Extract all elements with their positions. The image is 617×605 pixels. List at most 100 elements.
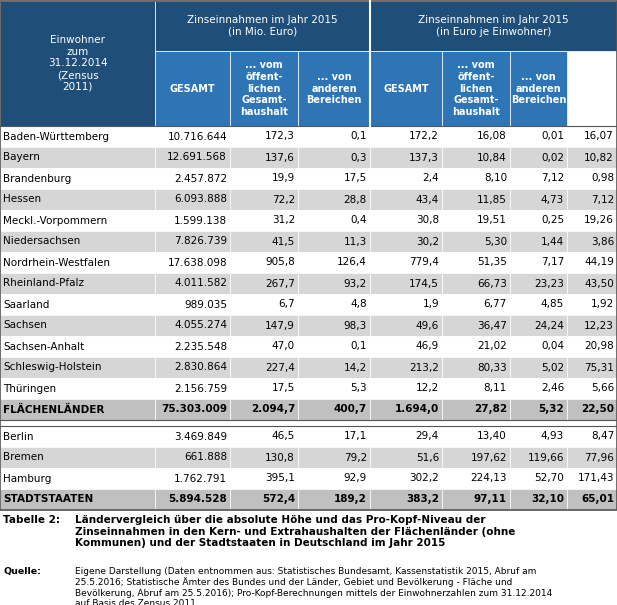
Text: 5,02: 5,02 bbox=[541, 362, 564, 373]
Bar bbox=[298, 336, 370, 357]
Text: 905,8: 905,8 bbox=[265, 258, 295, 267]
Text: 75,31: 75,31 bbox=[584, 362, 614, 373]
Text: 20,98: 20,98 bbox=[584, 341, 614, 352]
Text: 189,2: 189,2 bbox=[334, 494, 367, 505]
Bar bbox=[298, 426, 370, 447]
Text: 7.826.739: 7.826.739 bbox=[174, 237, 227, 246]
Text: 174,5: 174,5 bbox=[409, 278, 439, 289]
Text: 2,46: 2,46 bbox=[540, 384, 564, 393]
Bar bbox=[567, 399, 617, 420]
Text: 4,73: 4,73 bbox=[540, 194, 564, 204]
Bar bbox=[230, 357, 298, 378]
Bar bbox=[230, 468, 298, 489]
Text: ... vom
öffent-
lichen
Gesamt-
haushalt: ... vom öffent- lichen Gesamt- haushalt bbox=[240, 60, 288, 117]
Text: STADTSTAATEN: STADTSTAATEN bbox=[3, 494, 93, 505]
Text: 4,8: 4,8 bbox=[350, 299, 367, 310]
Bar bbox=[0, 426, 155, 447]
Text: 395,1: 395,1 bbox=[265, 474, 295, 483]
Bar bbox=[298, 147, 370, 168]
Text: 4,93: 4,93 bbox=[540, 431, 564, 442]
Bar bbox=[230, 231, 298, 252]
Bar bbox=[567, 252, 617, 273]
Text: 661.888: 661.888 bbox=[184, 453, 227, 462]
Bar bbox=[442, 378, 510, 399]
Text: 172,3: 172,3 bbox=[265, 131, 295, 142]
Bar bbox=[510, 489, 567, 510]
Text: 14,2: 14,2 bbox=[344, 362, 367, 373]
Text: 7,12: 7,12 bbox=[540, 174, 564, 183]
Text: 17,1: 17,1 bbox=[344, 431, 367, 442]
Bar bbox=[155, 315, 230, 336]
Text: 5,3: 5,3 bbox=[350, 384, 367, 393]
Bar bbox=[442, 189, 510, 210]
Bar bbox=[370, 168, 442, 189]
Text: Brandenburg: Brandenburg bbox=[3, 174, 71, 183]
Text: 119,66: 119,66 bbox=[528, 453, 564, 462]
Text: 19,26: 19,26 bbox=[584, 215, 614, 226]
Bar bbox=[155, 252, 230, 273]
Bar bbox=[370, 489, 442, 510]
Text: 17,5: 17,5 bbox=[344, 174, 367, 183]
Text: 0,3: 0,3 bbox=[350, 152, 367, 163]
Bar bbox=[155, 1, 370, 51]
Bar bbox=[230, 189, 298, 210]
Bar bbox=[155, 189, 230, 210]
Text: 0,98: 0,98 bbox=[591, 174, 614, 183]
Text: 0,25: 0,25 bbox=[541, 215, 564, 226]
Text: 28,8: 28,8 bbox=[344, 194, 367, 204]
Text: 8,11: 8,11 bbox=[484, 384, 507, 393]
Bar bbox=[442, 357, 510, 378]
Text: 12.691.568: 12.691.568 bbox=[167, 152, 227, 163]
Text: GESAMT: GESAMT bbox=[170, 83, 215, 94]
Text: 3,86: 3,86 bbox=[590, 237, 614, 246]
Bar bbox=[370, 231, 442, 252]
Text: 97,11: 97,11 bbox=[474, 494, 507, 505]
Text: 0,4: 0,4 bbox=[350, 215, 367, 226]
Text: 400,7: 400,7 bbox=[334, 405, 367, 414]
Bar bbox=[298, 126, 370, 147]
Bar bbox=[0, 315, 155, 336]
Bar bbox=[442, 231, 510, 252]
Bar bbox=[155, 399, 230, 420]
Text: 5.894.528: 5.894.528 bbox=[168, 494, 227, 505]
Text: 3.469.849: 3.469.849 bbox=[174, 431, 227, 442]
Bar bbox=[442, 447, 510, 468]
Bar bbox=[442, 399, 510, 420]
Text: 10.716.644: 10.716.644 bbox=[167, 131, 227, 142]
Text: ... von
anderen
Bereichen: ... von anderen Bereichen bbox=[306, 72, 362, 105]
Text: 12,2: 12,2 bbox=[416, 384, 439, 393]
Text: 17.638.098: 17.638.098 bbox=[167, 258, 227, 267]
Text: 4.011.582: 4.011.582 bbox=[174, 278, 227, 289]
Bar bbox=[370, 357, 442, 378]
Text: 4.055.274: 4.055.274 bbox=[174, 321, 227, 330]
Text: 1.599.138: 1.599.138 bbox=[174, 215, 227, 226]
Text: 2.457.872: 2.457.872 bbox=[174, 174, 227, 183]
Bar bbox=[155, 468, 230, 489]
Text: 1.762.791: 1.762.791 bbox=[174, 474, 227, 483]
Bar bbox=[370, 51, 442, 126]
Bar bbox=[298, 189, 370, 210]
Bar bbox=[230, 336, 298, 357]
Bar bbox=[567, 189, 617, 210]
Bar bbox=[510, 168, 567, 189]
Bar bbox=[567, 468, 617, 489]
Text: GESAMT: GESAMT bbox=[383, 83, 429, 94]
Bar bbox=[230, 210, 298, 231]
Bar bbox=[510, 378, 567, 399]
Bar bbox=[155, 168, 230, 189]
Bar bbox=[567, 447, 617, 468]
Bar bbox=[442, 315, 510, 336]
Text: 779,4: 779,4 bbox=[409, 258, 439, 267]
Text: 171,43: 171,43 bbox=[578, 474, 614, 483]
Text: 72,2: 72,2 bbox=[271, 194, 295, 204]
Bar bbox=[0, 399, 155, 420]
Text: 1,92: 1,92 bbox=[590, 299, 614, 310]
Text: Rheinland-Pfalz: Rheinland-Pfalz bbox=[3, 278, 84, 289]
Bar bbox=[510, 315, 567, 336]
Bar bbox=[510, 447, 567, 468]
Text: 5,30: 5,30 bbox=[484, 237, 507, 246]
Bar bbox=[370, 189, 442, 210]
Text: 11,3: 11,3 bbox=[344, 237, 367, 246]
Bar bbox=[0, 231, 155, 252]
Text: 93,2: 93,2 bbox=[344, 278, 367, 289]
